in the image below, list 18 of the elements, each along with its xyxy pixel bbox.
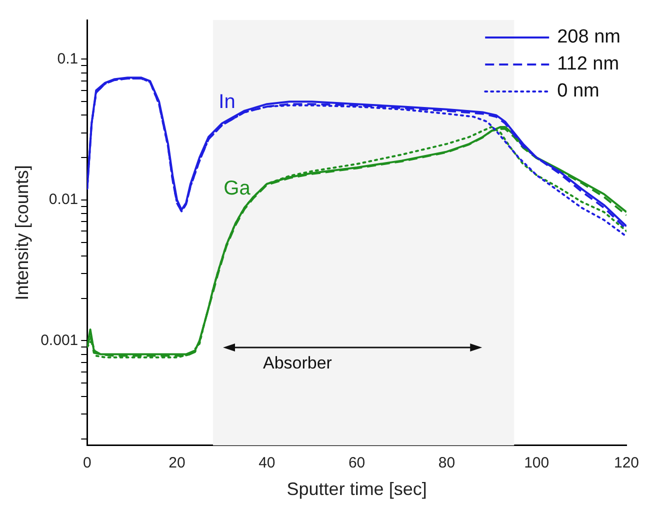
- legend-label: 112 nm: [557, 54, 620, 75]
- annotation: In: [218, 91, 236, 114]
- x-axis-title: Sputter time [sec]: [286, 479, 427, 500]
- x-tick-label: 80: [438, 454, 456, 472]
- y-tick-label: 0.1: [57, 50, 78, 68]
- y-axis-title: Intensity [counts]: [12, 165, 32, 300]
- legend-label: 0 nm: [557, 80, 600, 102]
- x-tick-label: 40: [258, 454, 276, 472]
- y-tick-label: 0.01: [48, 191, 78, 208]
- y-tick-label: 0.001: [40, 332, 78, 349]
- x-tick-label: 60: [348, 454, 366, 472]
- legend-label: 208 nm: [557, 26, 620, 48]
- x-tick-label: 20: [168, 454, 186, 472]
- band-label: Absorber: [262, 354, 332, 373]
- x-tick-label: 0: [82, 454, 92, 472]
- x-tick-label: 120: [614, 454, 639, 472]
- annotation: Ga: [224, 177, 252, 200]
- x-tick-label: 100: [524, 454, 550, 472]
